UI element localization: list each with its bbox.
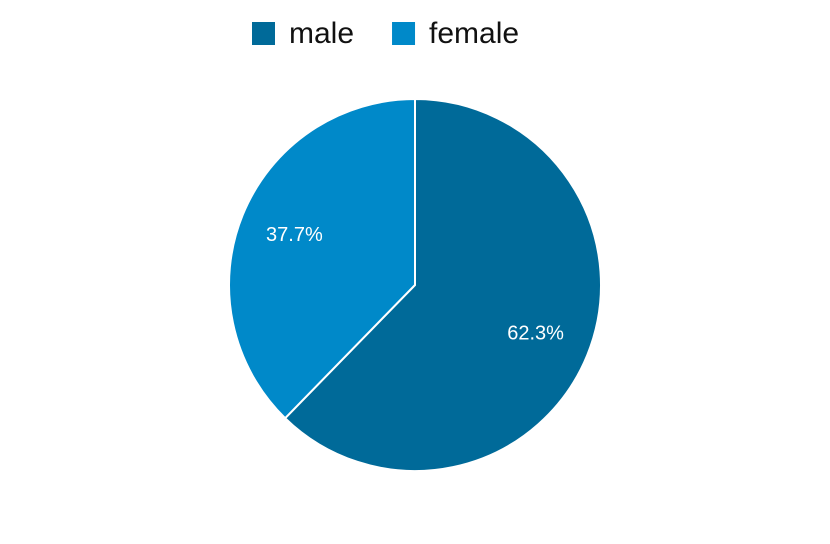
slice-label: 37.7% [266, 224, 323, 246]
legend-label: male [289, 17, 354, 50]
legend-swatch [252, 22, 275, 45]
slice-label: 62.3% [507, 322, 564, 344]
legend-swatch [392, 22, 416, 45]
pie-slice [283, 97, 602, 472]
legend-label: female [429, 17, 519, 50]
pie-slice [228, 97, 416, 420]
